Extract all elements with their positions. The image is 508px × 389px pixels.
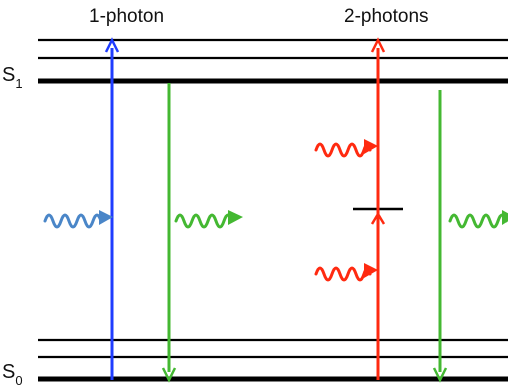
- s0-label: S0: [2, 361, 23, 388]
- absorbed-photon-wave-one-photon: [43, 210, 113, 229]
- one-photon-label: 1-photon: [89, 6, 165, 27]
- absorbed-photon-wave-two-photon-upper: [314, 139, 378, 158]
- emitted-photon-wave-one-photon: [174, 210, 243, 229]
- s1-label: S1: [2, 64, 23, 91]
- one-photon-emission-arrow: [161, 83, 177, 383]
- absorbed-photon-wave-two-photon-lower: [314, 263, 378, 282]
- one-photon-excitation-arrow: [104, 37, 120, 380]
- two-photons-label: 2-photons: [344, 6, 429, 27]
- two-photon-excitation-arrow: [370, 37, 386, 380]
- two-photon-emission-arrow: [432, 90, 448, 383]
- emitted-photon-wave-two-photon: [448, 210, 508, 229]
